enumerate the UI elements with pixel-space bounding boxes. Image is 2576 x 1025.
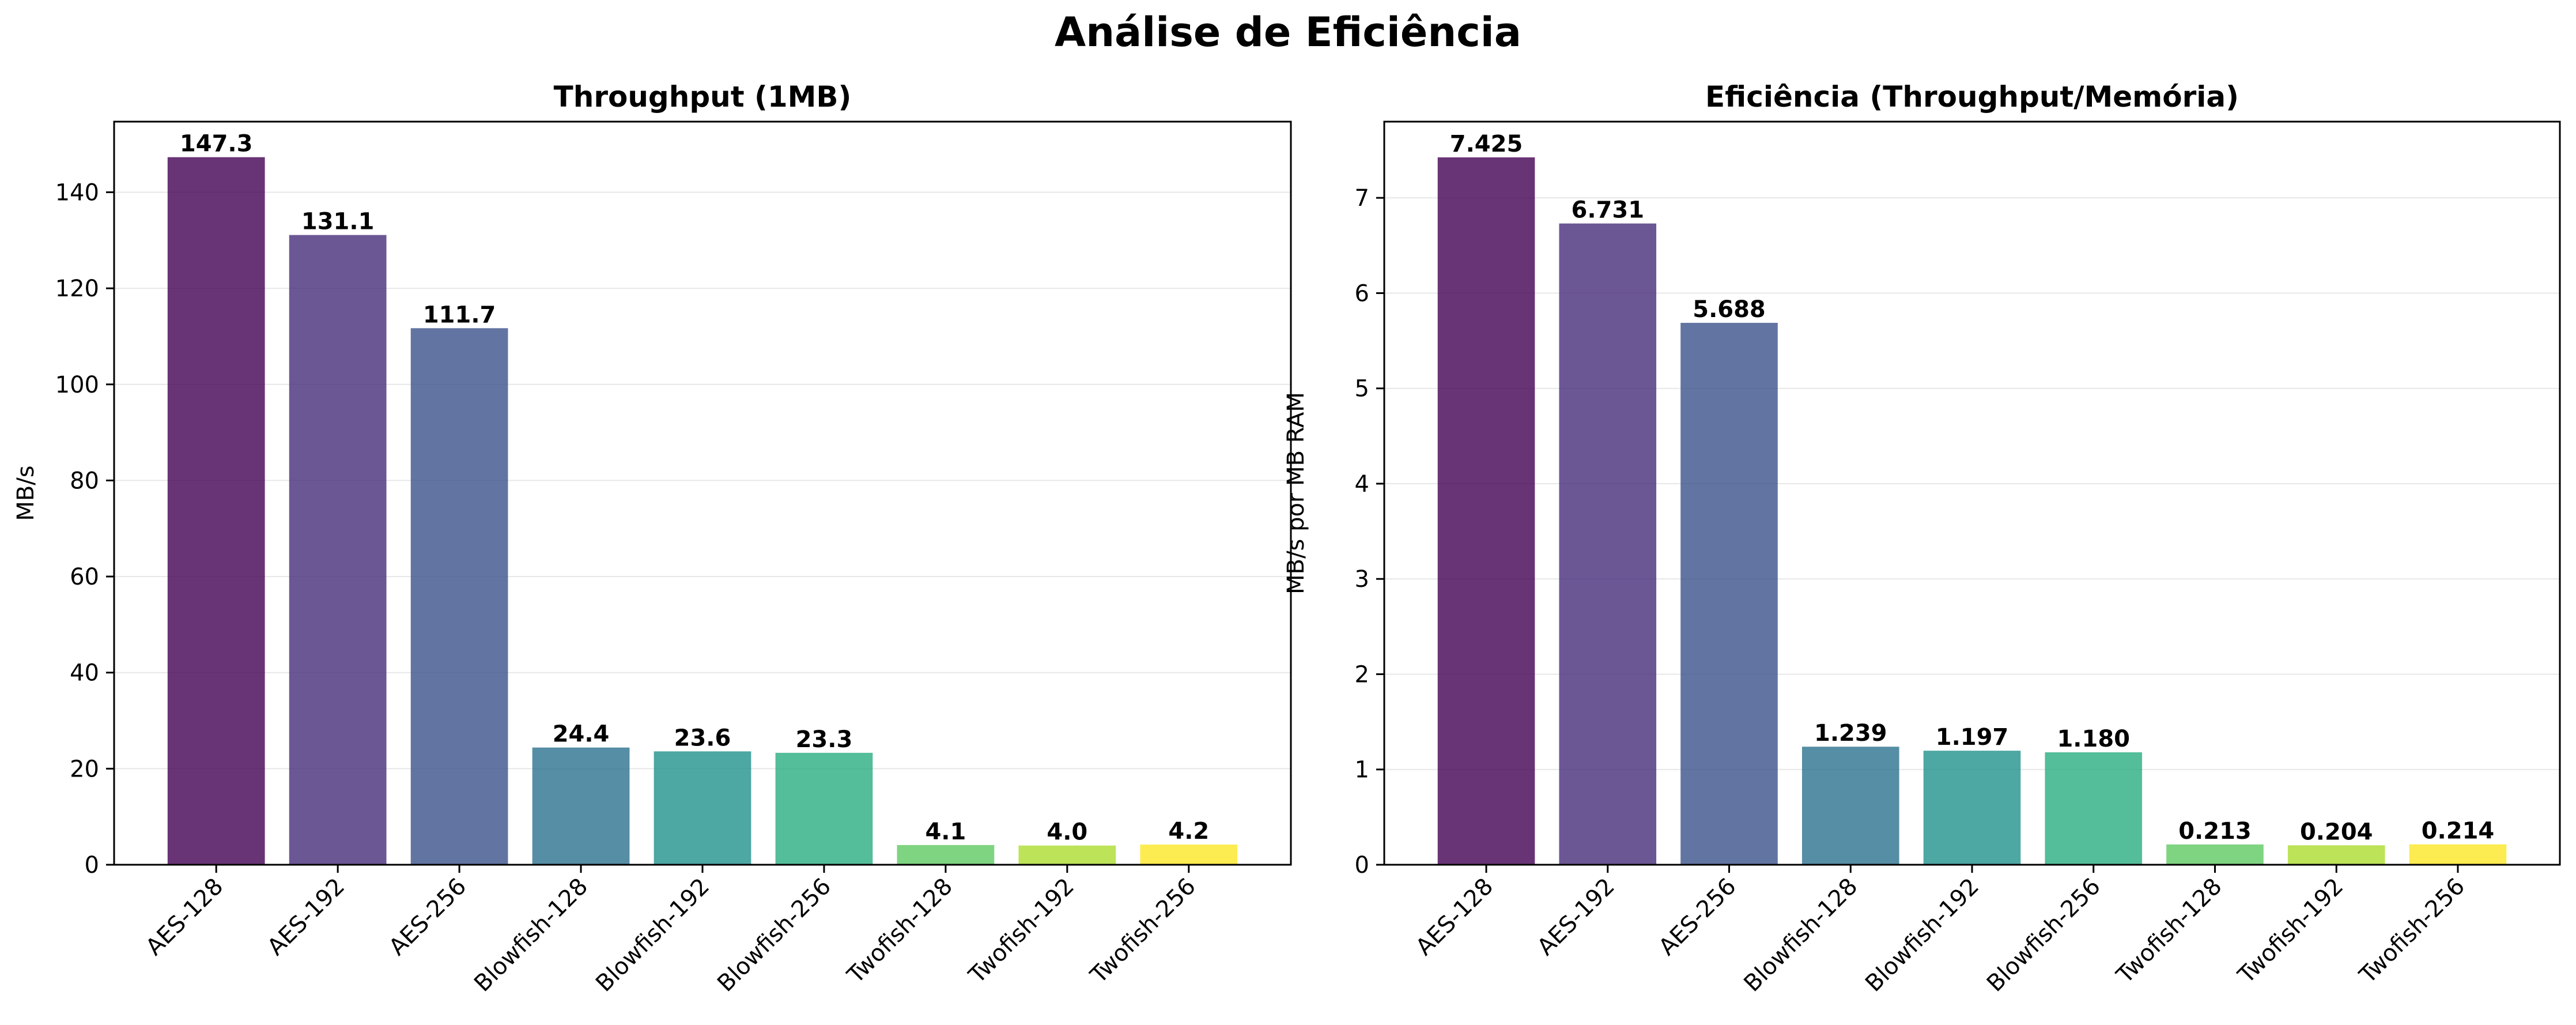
bar-value-label: 0.213 <box>2178 818 2252 845</box>
bar-Blowfish-128 <box>532 747 630 865</box>
bar-Blowfish-128 <box>1801 747 1899 865</box>
bar-AES-256 <box>410 328 508 865</box>
bar-Twofish-128 <box>2166 844 2264 865</box>
x-tick-label: AES-256 <box>384 873 471 961</box>
bar-AES-192 <box>1559 223 1657 865</box>
x-tick-label: Blowfish-128 <box>1739 873 1863 997</box>
x-tick-label: Twofish-192 <box>2233 873 2348 989</box>
y-tick-label: 2 <box>1355 661 1369 688</box>
x-tick-label: Twofish-256 <box>1085 873 1201 989</box>
bar-value-label: 1.239 <box>1814 720 1887 747</box>
bar-Twofish-256 <box>1140 845 1238 865</box>
figure-title: Análise de Eficiência <box>1055 9 1521 56</box>
chart-panel-1: 147.3 131.1 111.7 24.4 23.6 23.3 4.1 4.0 4.2 0 20 4… <box>13 80 1292 997</box>
bar-value-label: 4.1 <box>925 819 966 845</box>
chart-title: Throughput (1MB) <box>554 80 852 114</box>
x-tick-label: AES-128 <box>141 873 228 961</box>
x-tick-label: Blowfish-256 <box>712 873 836 997</box>
y-tick-label: 60 <box>70 564 99 590</box>
bar-Twofish-192 <box>2287 845 2385 865</box>
y-tick-label: 0 <box>85 852 99 879</box>
y-tick-label: 6 <box>1355 280 1369 307</box>
y-tick-label: 120 <box>55 276 99 302</box>
bar-value-label: 23.6 <box>674 725 731 751</box>
bar-Twofish-192 <box>1018 845 1116 865</box>
x-tick-label: Blowfish-128 <box>469 873 593 997</box>
bar-AES-128 <box>1437 157 1535 865</box>
y-tick-label: 140 <box>55 179 99 206</box>
y-tick-label: 20 <box>70 756 99 782</box>
x-tick-label: AES-256 <box>1654 873 1742 961</box>
x-tick-label: Blowfish-256 <box>1982 873 2106 997</box>
bar-Twofish-256 <box>2409 844 2507 865</box>
y-tick-label: 100 <box>55 372 99 398</box>
bar-value-label: 1.197 <box>1936 724 2009 751</box>
bar-value-label: 5.688 <box>1693 296 1766 323</box>
y-tick-label: 3 <box>1355 566 1369 593</box>
x-tick-label: Blowfish-192 <box>591 873 715 997</box>
x-tick-label: Blowfish-192 <box>1860 873 1984 997</box>
bar-Blowfish-256 <box>2045 752 2143 865</box>
bar-Twofish-128 <box>897 845 995 865</box>
y-tick-label: 5 <box>1355 376 1369 402</box>
bar-value-label: 23.3 <box>796 726 853 753</box>
y-tick-label: 4 <box>1355 471 1369 498</box>
bar-value-label: 24.4 <box>553 721 610 748</box>
bar-value-label: 0.204 <box>2300 819 2373 845</box>
bar-value-label: 111.7 <box>423 302 496 328</box>
bar-value-label: 4.0 <box>1047 819 1087 846</box>
x-tick-label: AES-128 <box>1411 873 1498 961</box>
bar-value-label: 131.1 <box>301 209 375 235</box>
y-tick-label: 40 <box>70 660 99 687</box>
x-tick-label: Twofish-192 <box>964 873 1079 989</box>
bar-value-label: 7.425 <box>1450 131 1523 157</box>
y-axis-label: MB/s por MB RAM <box>1283 392 1309 594</box>
chart-title: Eficiência (Throughput/Memória) <box>1705 80 2239 114</box>
bar-value-label: 4.2 <box>1168 818 1209 845</box>
bar-Blowfish-192 <box>1923 751 2021 865</box>
bar-AES-128 <box>167 157 265 865</box>
y-tick-label: 7 <box>1355 185 1369 212</box>
x-tick-label: Twofish-256 <box>2354 873 2470 989</box>
bar-Blowfish-192 <box>654 751 751 865</box>
y-tick-label: 0 <box>1355 852 1369 879</box>
bar-value-label: 6.731 <box>1572 197 1645 224</box>
x-tick-label: Twofish-128 <box>2112 873 2227 989</box>
y-tick-label: 1 <box>1355 757 1369 783</box>
bar-value-label: 147.3 <box>180 131 253 157</box>
y-tick-label: 80 <box>70 468 99 494</box>
bar-value-label: 1.180 <box>2057 726 2130 752</box>
bar-Blowfish-256 <box>775 752 873 865</box>
x-tick-label: AES-192 <box>1532 873 1620 961</box>
chart-panel-2: 7.425 6.731 5.688 1.239 1.197 1.180 0.213 0.204… <box>1283 80 2561 997</box>
x-tick-label: Twofish-128 <box>842 873 958 989</box>
bar-value-label: 0.214 <box>2422 818 2495 845</box>
bar-AES-192 <box>289 235 387 865</box>
x-tick-label: AES-192 <box>262 873 350 961</box>
bar-AES-256 <box>1680 323 1778 865</box>
y-axis-label: MB/s <box>13 465 39 521</box>
